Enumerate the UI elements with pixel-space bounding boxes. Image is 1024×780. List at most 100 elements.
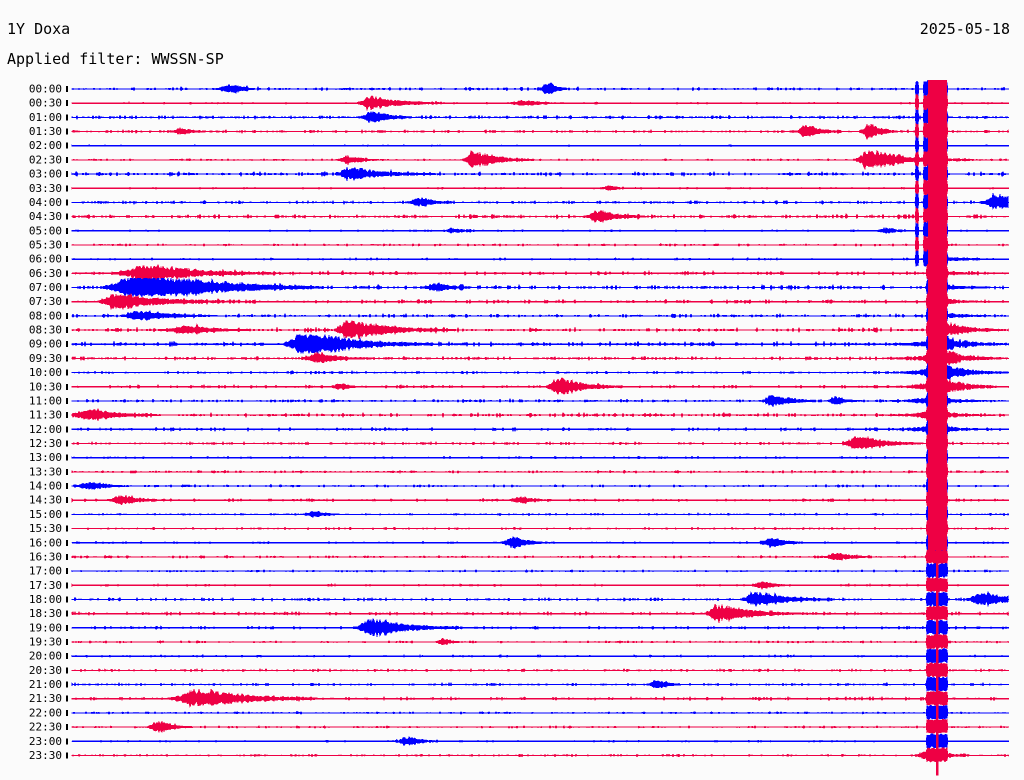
trace-baseline	[72, 542, 1009, 544]
helicorder-plot: 00:00 00:30 01:00 01:30 02:00 02:30 03:00 03:30…	[0, 80, 1024, 780]
time-axis-tick	[66, 468, 68, 475]
time-axis-label: 14:30	[29, 494, 62, 507]
time-axis-label: 13:30	[29, 465, 62, 478]
time-axis-tick	[66, 497, 68, 504]
time-axis-tick	[66, 128, 68, 135]
trace-baseline	[72, 244, 1009, 246]
time-axis-label: 13:00	[29, 451, 62, 464]
time-axis-tick	[66, 142, 68, 149]
time-axis-tick	[66, 171, 68, 178]
time-axis-label: 09:30	[29, 352, 62, 365]
trace-baseline	[72, 712, 1009, 714]
time-axis-label: 19:30	[29, 636, 62, 649]
trace-baseline	[72, 145, 1009, 147]
time-axis-label: 07:30	[29, 295, 62, 308]
trace-baseline	[72, 216, 1009, 218]
time-axis-label: 08:30	[29, 324, 62, 337]
time-axis-label: 02:00	[29, 139, 62, 152]
time-axis-tick	[66, 525, 68, 532]
trace-baseline	[72, 159, 1009, 161]
time-axis-label: 12:00	[29, 423, 62, 436]
time-axis-label: 11:00	[29, 394, 62, 407]
trace-baseline	[72, 230, 1009, 232]
time-axis-tick	[66, 270, 68, 277]
time-axis-label: 10:00	[29, 366, 62, 379]
trace-baseline	[72, 669, 1009, 671]
time-axis-label: 03:30	[29, 182, 62, 195]
time-axis-tick	[66, 483, 68, 490]
trace-baseline	[72, 627, 1009, 629]
trace-baseline	[72, 201, 1009, 204]
time-axis-label: 22:00	[29, 706, 62, 719]
time-axis-tick	[66, 624, 68, 631]
time-axis-tick	[66, 653, 68, 660]
time-axis-tick	[66, 355, 68, 362]
time-axis-tick	[66, 553, 68, 560]
time-axis-tick	[66, 454, 68, 461]
trace-baseline	[72, 641, 1009, 643]
time-axis-label: 06:00	[29, 253, 62, 266]
trace-baseline	[72, 698, 1009, 700]
time-axis-tick	[66, 256, 68, 263]
trace-baseline	[72, 655, 1009, 657]
time-axis-label: 19:00	[29, 621, 62, 634]
applied-filter-label: Applied filter: WWSSN-SP	[7, 50, 224, 68]
time-axis-label: 05:30	[29, 238, 62, 251]
time-axis-tick	[66, 227, 68, 234]
time-axis-tick	[66, 185, 68, 192]
major-event-clipped-band	[928, 80, 947, 550]
time-axis-tick	[66, 738, 68, 745]
trace-baseline	[72, 613, 1009, 615]
time-axis-label: 09:00	[29, 338, 62, 351]
time-axis-label: 21:00	[29, 678, 62, 691]
time-axis-tick	[66, 667, 68, 674]
trace-baseline	[72, 315, 1009, 317]
trace-baseline	[72, 329, 1009, 331]
time-axis-label: 00:00	[29, 83, 62, 96]
time-axis-tick	[66, 86, 68, 92]
time-axis-label: 03:00	[29, 168, 62, 181]
trace-baseline	[72, 485, 1009, 487]
trace-baseline	[72, 442, 1009, 445]
time-axis-tick	[66, 341, 68, 348]
time-axis-label: 17:30	[29, 579, 62, 592]
time-axis-tick	[66, 156, 68, 163]
time-axis-tick	[66, 114, 68, 121]
time-axis-tick	[66, 397, 68, 404]
time-axis-tick	[66, 100, 68, 107]
time-axis-tick	[66, 610, 68, 617]
time-axis-tick	[66, 298, 68, 305]
time-axis-label: 18:30	[29, 607, 62, 620]
trace-baseline	[72, 414, 1009, 416]
time-axis-label: 02:30	[29, 153, 62, 166]
time-axis-tick	[66, 284, 68, 291]
time-axis-tick	[66, 440, 68, 447]
time-axis-label: 04:30	[29, 210, 62, 223]
time-axis-label: 01:00	[29, 111, 62, 124]
time-axis-label: 06:30	[29, 267, 62, 280]
time-axis-label: 23:30	[29, 749, 62, 762]
trace-baseline	[72, 116, 1009, 118]
trace-baseline	[72, 286, 1009, 289]
time-axis-tick	[66, 752, 68, 759]
time-axis-tick	[66, 511, 68, 518]
time-axis-label: 16:30	[29, 550, 62, 563]
trace-baseline	[72, 372, 1009, 374]
trace-baseline	[72, 513, 1009, 515]
major-event-tail	[935, 542, 939, 776]
time-axis-tick	[66, 199, 68, 206]
time-axis-label: 15:30	[29, 522, 62, 535]
time-axis-tick	[66, 724, 68, 731]
trace-baseline	[72, 258, 1009, 260]
time-axis-label: 20:30	[29, 664, 62, 677]
time-axis-label: 11:30	[29, 409, 62, 422]
time-axis-label: 21:30	[29, 692, 62, 705]
trace-baseline	[72, 130, 1009, 133]
trace-baseline	[72, 343, 1009, 345]
time-axis-label: 15:00	[29, 508, 62, 521]
time-axis-label: 05:00	[29, 224, 62, 237]
time-axis-tick	[66, 213, 68, 220]
time-axis-label: 22:30	[29, 721, 62, 734]
trace-baseline	[72, 598, 1009, 601]
time-axis-label: 00:30	[29, 97, 62, 110]
